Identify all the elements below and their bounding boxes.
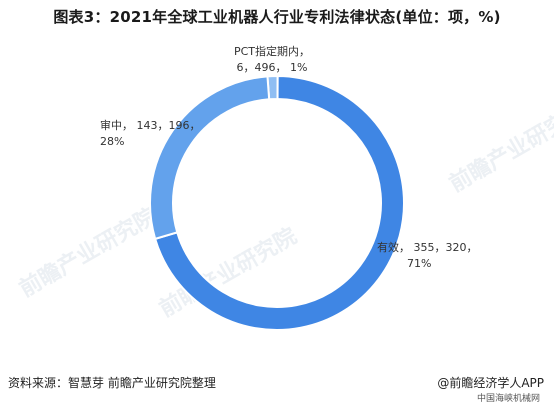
slice-label-review-line2: 28% <box>100 135 125 148</box>
brand-credit: @前瞻经济学人APP <box>437 376 544 390</box>
source-note: 资料来源：智慧芽 前瞻产业研究院整理 <box>8 376 216 390</box>
slice-label-review: 审中， 143，196， 28% <box>100 118 201 150</box>
slice-label-pct-line2: 6，496， 1% <box>236 61 308 74</box>
donut-slice-0 <box>153 74 405 331</box>
slice-label-valid-line2: 71% <box>407 257 432 270</box>
slice-label-pct-line1: PCT指定期内， <box>233 45 311 58</box>
donut-chart <box>149 74 405 331</box>
chart-title: 图表3：2021年全球工业机器人行业专利法律状态(单位：项，%) <box>53 8 501 26</box>
donut-slice-1 <box>149 75 271 241</box>
slice-label-valid-line1: 有效， 355，320， <box>377 241 478 254</box>
slice-label-pct: PCT指定期内， 6，496， 1% <box>217 44 327 76</box>
footer: 资料来源：智慧芽 前瞻产业研究院整理 @前瞻经济学人APP 中国海峡机械网 <box>0 370 554 404</box>
slice-label-valid: 有效， 355，320， 71% <box>377 240 478 272</box>
slice-label-review-line1: 审中， 143，196， <box>100 119 201 132</box>
chart-area: PCT指定期内， 6，496， 1% 审中， 143，196， 28% 有效， … <box>0 40 554 360</box>
sub-brand-credit: 中国海峡机械网 <box>476 394 540 404</box>
